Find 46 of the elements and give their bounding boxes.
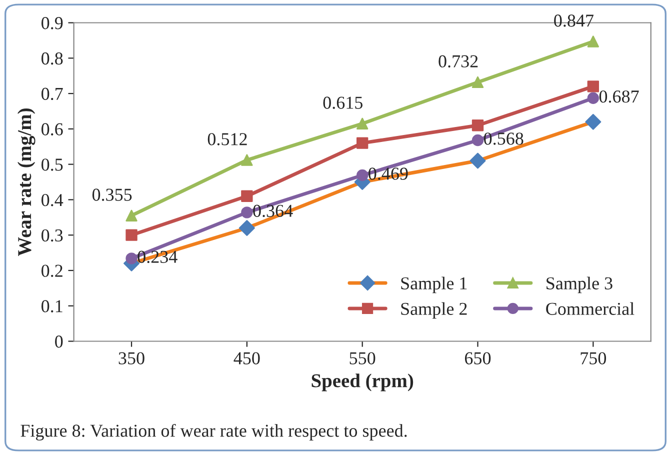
- point: [356, 118, 368, 130]
- legend-label: Sample 3: [546, 276, 612, 294]
- point: [585, 114, 602, 130]
- point: [356, 137, 368, 149]
- data-label: 0.687: [599, 90, 639, 103]
- y-tick-label: 0.9: [42, 17, 63, 30]
- y-tick-label: 0.8: [42, 52, 63, 65]
- data-label: 0.568: [484, 132, 524, 145]
- point: [241, 190, 253, 202]
- y-tick-label: 0.3: [42, 229, 63, 242]
- legend-label: Sample 1: [401, 276, 467, 294]
- point: [126, 210, 138, 222]
- point: [241, 154, 253, 166]
- point: [238, 220, 255, 236]
- x-tick-label: 550: [350, 352, 376, 364]
- y-tick-label: 0.5: [42, 158, 63, 171]
- caption: Figure 8: Variation of wear rate with respect to speed.: [20, 424, 407, 441]
- point: [126, 252, 138, 264]
- point: [241, 206, 253, 218]
- point: [470, 152, 486, 169]
- point: [472, 134, 484, 146]
- y-tick-label: 0.4: [42, 194, 64, 206]
- x-tick-label: 350: [118, 352, 144, 364]
- data-label: 0.355: [92, 188, 132, 201]
- y-tick-label: 0: [55, 336, 63, 348]
- y-tick-label: 0.6: [42, 123, 63, 136]
- x-tick-label: 450: [234, 352, 260, 364]
- legend-label: Sample 2: [401, 302, 467, 319]
- point: [587, 80, 600, 92]
- y-tick-label: 0.2: [42, 264, 62, 277]
- point: [472, 120, 484, 132]
- data-label: 0.615: [323, 96, 363, 109]
- y-axis-title: Wear rate (mg/m): [17, 108, 36, 256]
- data-label: 0.512: [208, 133, 247, 146]
- point: [126, 229, 138, 241]
- point: [472, 76, 484, 88]
- legend-label: Commercial: [546, 302, 634, 315]
- data-label: 0.732: [438, 55, 478, 68]
- y-tick-label: 0.7: [42, 88, 63, 100]
- point: [587, 36, 600, 48]
- x-tick-label: 750: [580, 352, 606, 364]
- x-axis-title: Speed (rpm): [312, 374, 414, 392]
- x-tick-label: 650: [464, 352, 491, 364]
- y-tick-label: 0.1: [42, 300, 62, 312]
- point: [587, 92, 600, 104]
- point: [356, 169, 368, 182]
